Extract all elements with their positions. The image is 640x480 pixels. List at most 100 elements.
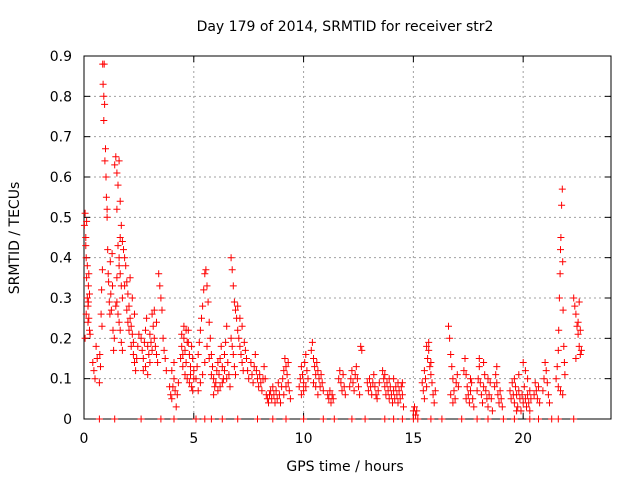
data-point	[111, 415, 119, 423]
data-point	[157, 294, 165, 302]
data-point	[161, 355, 169, 362]
data-point	[187, 371, 194, 379]
data-point	[171, 387, 179, 395]
data-point	[560, 359, 568, 366]
data-point	[170, 375, 178, 383]
y-tick-label: 0.7	[50, 130, 72, 146]
data-point	[574, 318, 582, 326]
data-point	[104, 246, 112, 254]
data-point	[232, 371, 239, 379]
data-point	[180, 322, 188, 330]
y-tick-label: 0.9	[50, 49, 72, 65]
data-point	[156, 282, 164, 290]
data-point	[328, 391, 336, 399]
data-point	[280, 367, 288, 375]
data-point	[112, 153, 120, 161]
data-point	[98, 266, 106, 274]
data-point	[394, 399, 402, 407]
data-point	[144, 342, 152, 350]
data-point	[494, 391, 502, 399]
data-point	[546, 399, 553, 407]
data-point	[229, 351, 237, 358]
data-point	[222, 338, 230, 346]
data-point	[297, 363, 305, 371]
data-point	[370, 371, 378, 379]
data-point	[215, 371, 223, 379]
data-point	[126, 274, 134, 282]
data-point	[147, 338, 155, 346]
data-point	[145, 351, 153, 358]
data-point	[396, 395, 404, 403]
data-point	[196, 379, 204, 387]
data-point	[238, 359, 246, 366]
data-point	[540, 375, 548, 383]
data-point	[193, 363, 201, 371]
data-point	[308, 338, 316, 346]
data-point	[447, 391, 455, 399]
data-point	[395, 387, 403, 395]
data-point	[448, 363, 456, 371]
data-point	[310, 355, 317, 362]
data-point	[314, 367, 322, 375]
data-point	[286, 395, 294, 403]
data-point	[216, 383, 224, 391]
data-point	[82, 234, 90, 241]
data-point	[260, 363, 268, 371]
data-point	[484, 415, 492, 423]
data-point	[169, 383, 177, 391]
data-point	[383, 379, 391, 387]
data-point	[115, 262, 123, 270]
data-point	[200, 286, 208, 294]
data-point	[336, 367, 344, 375]
data-point	[177, 355, 185, 362]
data-point	[299, 371, 306, 379]
data-point	[486, 379, 494, 387]
data-point	[295, 383, 303, 391]
data-point	[247, 359, 255, 366]
data-point	[205, 355, 213, 362]
data-point	[92, 342, 100, 350]
data-point	[413, 407, 421, 415]
data-point	[358, 346, 366, 354]
data-point	[557, 234, 565, 241]
data-point	[110, 334, 118, 342]
data-point	[282, 415, 290, 423]
y-axis-label: SRMTID / TECUs	[7, 182, 23, 295]
data-point	[531, 379, 539, 387]
data-point	[207, 415, 215, 423]
data-point	[183, 375, 191, 383]
data-point	[398, 391, 406, 399]
data-point	[487, 395, 495, 403]
data-point	[422, 375, 429, 383]
data-point	[397, 383, 405, 391]
data-point	[469, 395, 477, 403]
data-point	[201, 359, 209, 366]
data-point	[118, 294, 126, 302]
data-point	[224, 359, 232, 366]
data-point	[327, 399, 335, 407]
data-point	[188, 383, 196, 391]
data-point	[178, 342, 186, 350]
data-point	[463, 383, 471, 391]
data-point	[248, 371, 256, 379]
data-point	[132, 367, 140, 375]
data-point	[190, 367, 198, 375]
x-axis-label: GPS time / hours	[286, 459, 403, 475]
y-tick-label: 0.2	[50, 331, 72, 347]
data-point	[206, 334, 214, 342]
data-point	[118, 238, 126, 245]
data-point	[131, 310, 138, 318]
data-point	[330, 415, 338, 423]
data-point	[447, 351, 455, 358]
data-point	[100, 117, 108, 124]
data-point	[375, 379, 383, 387]
data-point	[326, 387, 334, 395]
data-point	[524, 391, 532, 399]
data-point	[210, 375, 218, 383]
data-point	[203, 342, 211, 350]
data-point	[238, 322, 246, 330]
data-point	[446, 334, 454, 342]
data-point	[157, 415, 165, 423]
data-point	[371, 383, 379, 391]
data-point	[109, 326, 117, 334]
